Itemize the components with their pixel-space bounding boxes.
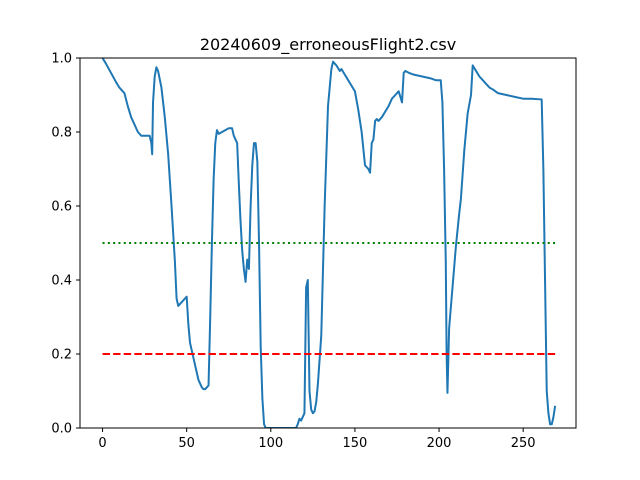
data-series-line	[101, 58, 557, 428]
y-tick-label: 0.0	[51, 422, 72, 437]
x-tick-label: 200	[427, 436, 452, 451]
y-tick-label: 0.8	[51, 126, 72, 141]
chart-title: 20240609_erroneousFlight2.csv	[200, 35, 456, 55]
x-tick-label: 150	[343, 436, 368, 451]
y-tick-label: 0.4	[51, 274, 72, 289]
y-tick-label: 0.2	[51, 348, 72, 363]
x-tick-label: 100	[258, 436, 283, 451]
y-tick-label: 0.6	[51, 200, 72, 215]
axes-frame	[79, 57, 577, 429]
x-tick-label: 50	[178, 436, 195, 451]
x-tick-label: 0	[98, 436, 106, 451]
y-tick-label: 1.0	[51, 52, 72, 67]
x-tick-label: 250	[511, 436, 536, 451]
axes-ticks: 0 50 100 150 200 250 0.0 0.2 0.4 0.6 0.8 1.0	[51, 52, 535, 452]
plot-area	[101, 58, 557, 428]
